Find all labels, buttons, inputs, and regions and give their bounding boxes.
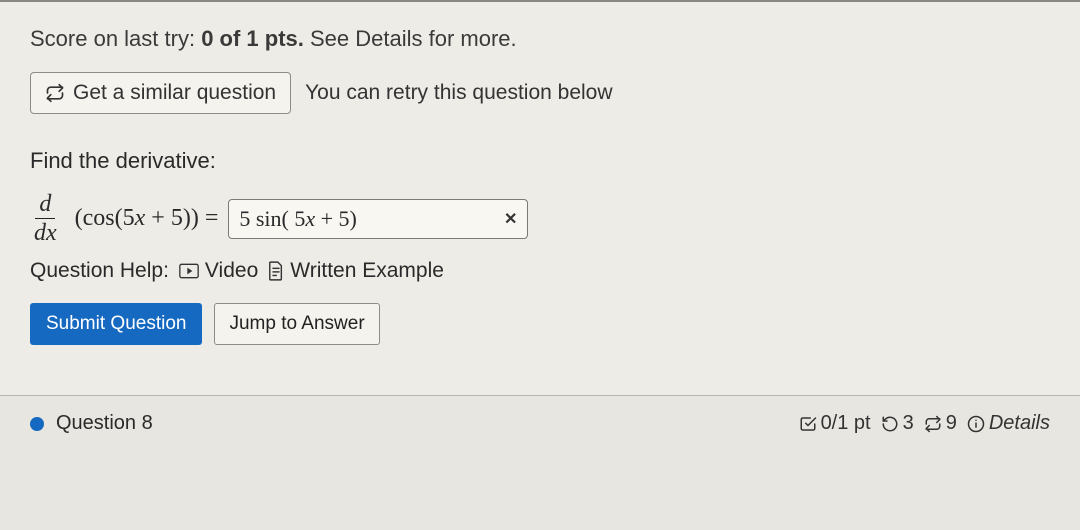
video-help-label: Video [205,259,258,283]
score-suffix: See Details for more. [304,26,517,51]
score-badge-text: 0/1 pt [821,412,871,435]
video-icon [179,263,199,279]
written-help-link[interactable]: Written Example [268,259,444,283]
score-badge: 0/1 pt [799,412,871,435]
derivative-fraction: d dx [30,192,61,245]
undo-icon [881,415,899,433]
get-similar-label: Get a similar question [73,81,276,105]
video-help-link[interactable]: Video [179,259,258,283]
question-footer: Question 8 0/1 pt 3 [0,395,1080,435]
footer-left: Question 8 [30,412,153,435]
footer-right: 0/1 pt 3 9 D [799,412,1050,435]
clear-input-icon[interactable]: ✕ [504,209,517,229]
lhs-var: x [135,205,146,231]
info-icon [967,415,985,433]
retry-icon [45,83,65,103]
score-line: Score on last try: 0 of 1 pts. See Detai… [30,26,1050,52]
score-value: 0 of 1 pts. [201,26,304,51]
lhs-open: (cos(5 [75,205,135,231]
similar-meta: 9 [924,412,957,435]
jump-answer-button[interactable]: Jump to Answer [214,303,379,345]
answer-pre: 5 sin( 5 [239,206,305,231]
answer-var: x [305,206,315,231]
get-similar-button[interactable]: Get a similar question [30,72,291,114]
answer-input[interactable]: 5 sin( 5x + 5) ✕ [228,199,528,239]
retry-meta: 3 [881,412,914,435]
submit-row: Submit Question Jump to Answer [30,303,1050,345]
question-prompt: Find the derivative: [30,148,1050,174]
written-help-label: Written Example [290,259,444,283]
help-label: Question Help: [30,259,169,283]
retry-hint-text: You can retry this question below [305,81,612,105]
help-row: Question Help: Video Written Example [30,259,1050,283]
similar-count: 9 [946,412,957,435]
question-number-label: Question 8 [56,412,153,435]
answer-text: 5 sin( 5x + 5) [239,206,357,232]
fraction-denominator: dx [30,219,61,245]
fraction-numerator: d [35,192,55,219]
status-dot-icon [30,417,44,431]
answer-post: + 5) [315,206,357,231]
lhs-close: + 5)) = [145,205,218,231]
similar-row: Get a similar question You can retry thi… [30,72,1050,114]
details-link[interactable]: Details [967,412,1050,435]
equation-row: d dx (cos(5x + 5)) = 5 sin( 5x + 5) ✕ [30,192,1050,245]
lhs-expression: (cos(5x + 5)) = [75,205,219,232]
question-card: Score on last try: 0 of 1 pts. See Detai… [0,0,1080,395]
document-icon [268,261,284,281]
details-label: Details [989,412,1050,435]
checkbox-icon [799,415,817,433]
shuffle-icon [924,415,942,433]
retry-count: 3 [903,412,914,435]
score-prefix: Score on last try: [30,26,201,51]
submit-button[interactable]: Submit Question [30,303,202,345]
